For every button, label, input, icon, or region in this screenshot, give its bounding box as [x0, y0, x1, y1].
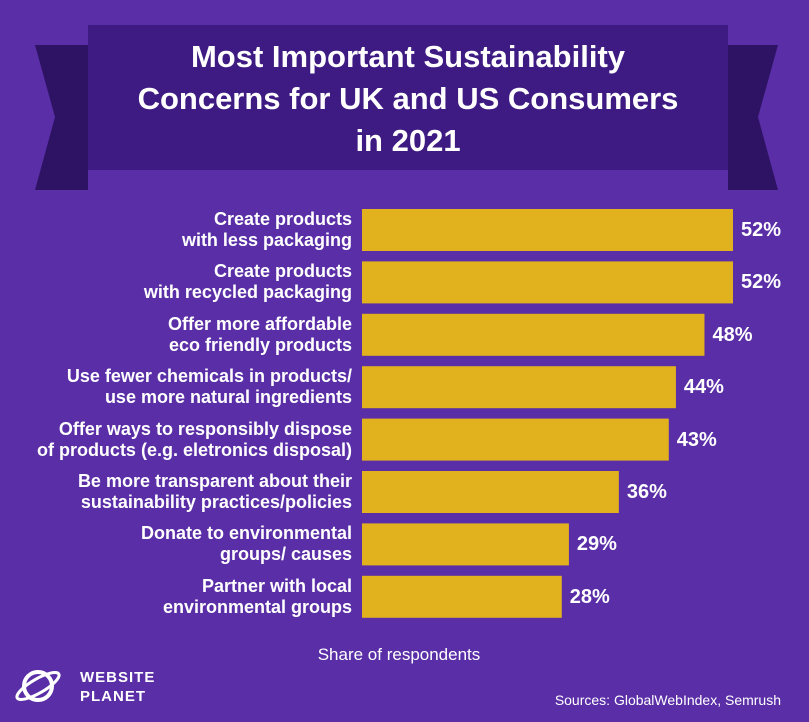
bar [362, 313, 705, 356]
chart-title: Most Important Sustainability Concerns f… [137, 39, 679, 158]
category-label: Offer ways to responsibly dispose of pro… [36, 418, 352, 460]
logo-icon [15, 670, 61, 702]
category-label: Partner with local environmental groups [162, 575, 352, 617]
value-label: 52% [741, 219, 782, 241]
ribbon-right [728, 45, 778, 190]
source: Sources: GlobalWebIndex, Semrush [554, 692, 781, 708]
ribbon-left [35, 45, 88, 190]
bar [362, 366, 676, 409]
logo-text: WEBSITE PLANET [80, 669, 156, 705]
title-banner [88, 25, 728, 170]
category-label: Create products with less packaging [181, 209, 352, 250]
x-axis-label: Share of respondents [317, 645, 481, 664]
bar [362, 471, 619, 513]
value-label: 28% [569, 585, 610, 608]
bar [362, 575, 562, 618]
bar [362, 261, 733, 304]
value-label: 29% [576, 533, 617, 556]
category-label: Use fewer chemicals in products/ use mor… [66, 366, 352, 408]
category-label: Offer more affordable eco friendly produ… [167, 313, 352, 355]
value-label: 48% [712, 323, 753, 346]
bar [362, 523, 569, 566]
category-label: Donate to environmental groups/ causes [140, 523, 352, 565]
bar [362, 209, 733, 251]
value-label: 36% [626, 481, 667, 503]
category-label: Be more transparent about their sustaina… [77, 471, 352, 512]
value-label: 52% [741, 271, 782, 294]
value-label: 43% [676, 428, 717, 451]
bar [362, 418, 669, 461]
value-label: 44% [683, 376, 724, 399]
category-label: Create products with recycled packaging [143, 261, 352, 303]
